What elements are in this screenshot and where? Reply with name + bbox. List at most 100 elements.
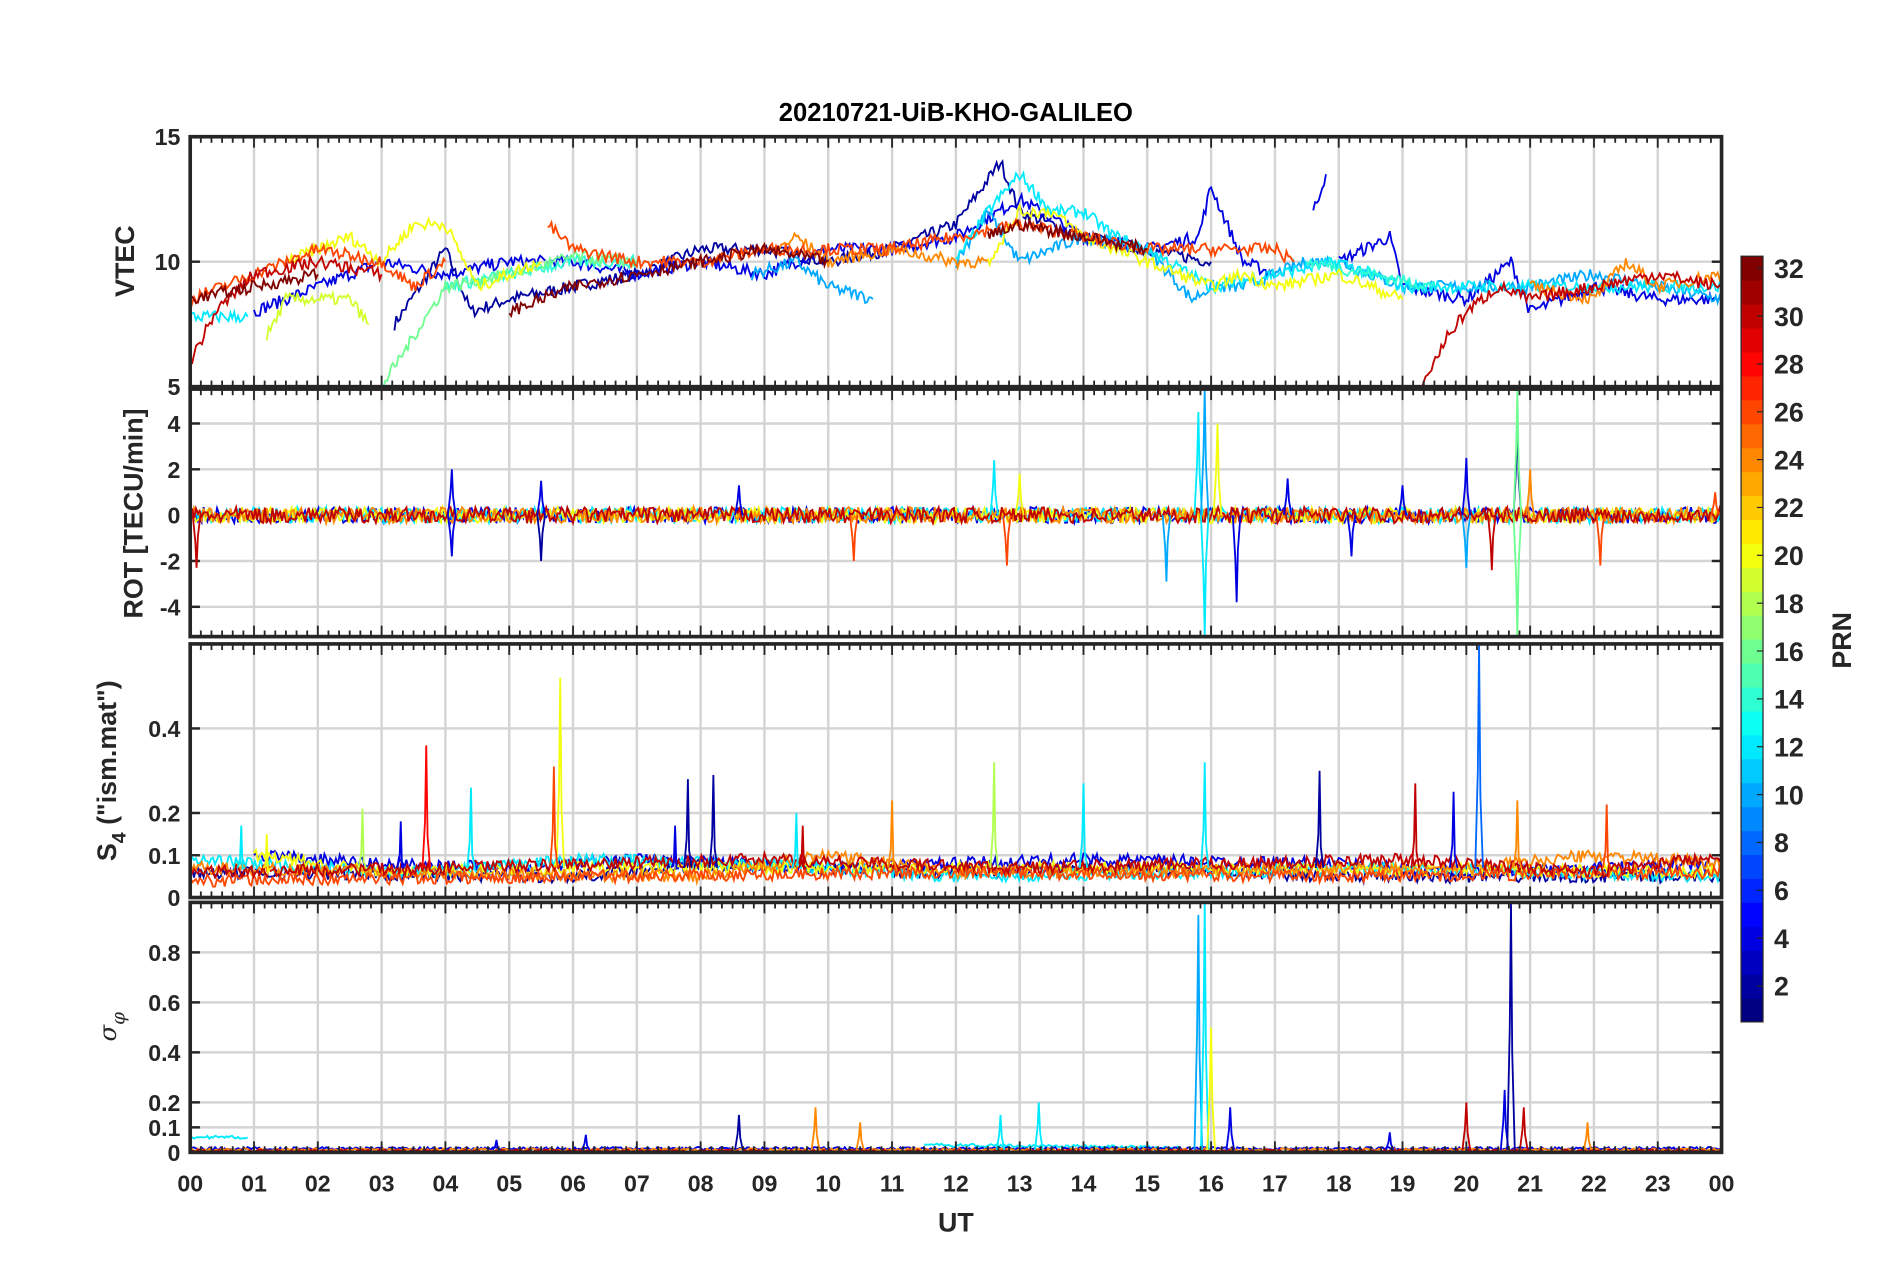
spike-prn-12 xyxy=(1200,515,1210,637)
x-tick-label: 00 xyxy=(177,1170,203,1196)
spike-prn-12 xyxy=(236,825,246,871)
colorbar-swatch xyxy=(1741,854,1764,879)
y-tick-label: 0.1 xyxy=(148,843,180,869)
series-line-prn-19 xyxy=(265,289,370,341)
x-tick-label: 11 xyxy=(880,1170,905,1196)
spike-prn-4 xyxy=(1282,478,1293,516)
series-line-prn-14 xyxy=(444,253,638,294)
colorbar-swatch xyxy=(1741,256,1764,281)
series-line-prn-12 xyxy=(190,1134,249,1141)
spike-prn-30 xyxy=(1487,515,1497,571)
spike-prn-24 xyxy=(1582,1122,1593,1151)
x-tick-label: 17 xyxy=(1262,1170,1288,1196)
colorbar-swatch xyxy=(1741,997,1764,1023)
spike-prn-20 xyxy=(1014,473,1025,516)
x-tick-label: 03 xyxy=(369,1170,395,1196)
x-tick-label: 09 xyxy=(752,1170,778,1196)
rot-axis-label: ROT [TECU/min] xyxy=(119,408,149,618)
colorbar-swatch xyxy=(1741,782,1764,808)
spike-prn-4 xyxy=(1461,457,1472,516)
colorbar-swatch xyxy=(1741,734,1764,760)
colorbar-swatch xyxy=(1741,686,1764,712)
x-tick-label: 14 xyxy=(1071,1170,1097,1196)
x-tick-label: 19 xyxy=(1390,1170,1416,1196)
colorbar-tick-label: 28 xyxy=(1774,350,1804,380)
s4-axis-label: S4 ("ism.mat") xyxy=(92,680,131,861)
spike-prn-4 xyxy=(734,485,744,516)
colorbar-swatch xyxy=(1741,830,1764,856)
spike-prn-4 xyxy=(447,515,457,557)
spike-prn-10 xyxy=(1161,515,1172,582)
series-line-prn-26 xyxy=(190,863,1722,888)
chart-title: 20210721-UiB-KHO-GALILEO xyxy=(779,99,1133,127)
colorbar-swatch xyxy=(1741,615,1764,640)
colorbar-tick-label: 24 xyxy=(1774,445,1804,475)
series-line-prn-20 xyxy=(190,503,1722,527)
series-line-prn-30 xyxy=(1421,269,1722,387)
y-tick-label: 0.4 xyxy=(148,1040,180,1066)
spike-prn-26 xyxy=(549,766,559,868)
colorbar-swatch xyxy=(1741,950,1764,975)
spike-prn-4 xyxy=(670,825,680,871)
colorbar-swatch xyxy=(1741,974,1764,999)
y-tick-label: 0.2 xyxy=(148,1090,180,1116)
spike-prn-24 xyxy=(810,1107,821,1151)
spike-prn-30 xyxy=(191,515,202,568)
spike-prn-8 xyxy=(1474,643,1484,868)
y-axis-labels: VTEC ROT [TECU/min] S4 ("ism.mat") σφ xyxy=(92,225,149,1041)
series-line-prn-20 xyxy=(986,202,1404,301)
y-tick-label: 0 xyxy=(168,1140,181,1166)
spike-prn-30 xyxy=(798,825,807,871)
colorbar-tick-label: 10 xyxy=(1774,780,1804,810)
spike-prn-2 xyxy=(683,779,693,869)
spike-prn-24 xyxy=(855,1122,865,1151)
x-tick-label: 05 xyxy=(496,1170,522,1196)
sigma-phi-axis-label: σφ xyxy=(93,1012,130,1042)
x-tick-label: 22 xyxy=(1581,1170,1607,1196)
series-line-prn-4 xyxy=(253,185,1276,317)
colorbar-tick-label: 22 xyxy=(1774,493,1804,523)
colorbar-swatch xyxy=(1741,351,1764,377)
colorbar-tick-label: 12 xyxy=(1774,732,1804,762)
spike-prn-24 xyxy=(887,800,897,869)
series-line-prn-26 xyxy=(190,242,447,307)
series-line-prn-14 xyxy=(1306,257,1436,291)
spike-prn-4 xyxy=(1448,791,1459,869)
panel-data xyxy=(190,643,1722,888)
spike-prn-16 xyxy=(1512,389,1523,516)
panel-frame xyxy=(188,900,1724,1155)
spike-prn-12 xyxy=(989,460,999,516)
series-line-prn-32 xyxy=(190,267,319,305)
spike-prn-26 xyxy=(1002,515,1012,566)
panel-data xyxy=(190,389,1722,637)
colorbar-swatch xyxy=(1741,447,1764,473)
spike-prn-24 xyxy=(1512,800,1523,869)
s4-label-sub: 4 xyxy=(109,832,131,843)
colorbar-swatch xyxy=(1741,878,1764,903)
series-line-prn-32 xyxy=(986,217,1148,257)
spike-prn-30 xyxy=(1461,1102,1472,1151)
panel-1: 5 10 15 xyxy=(155,124,1724,400)
colorbar-swatch xyxy=(1741,304,1764,329)
colorbar-swatch xyxy=(1741,639,1764,664)
y-tick-label: 0 xyxy=(168,885,181,911)
spike-prn-26 xyxy=(1710,492,1720,516)
y-tick-label: 0.4 xyxy=(148,716,180,742)
x-tick-label: 10 xyxy=(815,1170,841,1196)
y-tick-label: 15 xyxy=(155,124,181,150)
x-tick-label: 02 xyxy=(305,1170,331,1196)
spike-prn-28 xyxy=(421,745,432,868)
spike-prn-16 xyxy=(1512,515,1523,637)
series-line-prn-24 xyxy=(190,503,1722,527)
colorbar-tick-label: 30 xyxy=(1774,302,1804,332)
colorbar-tick-label: 6 xyxy=(1774,876,1789,906)
colorbar-frame xyxy=(1740,255,1764,1023)
spike-prn-18 xyxy=(989,762,999,868)
spike-prn-26 xyxy=(1602,804,1612,869)
y-tick-label: -4 xyxy=(160,594,181,620)
colorbar-label: PRN xyxy=(1827,612,1857,669)
x-tick-label: 01 xyxy=(241,1170,267,1196)
series-line-prn-16 xyxy=(382,248,638,387)
